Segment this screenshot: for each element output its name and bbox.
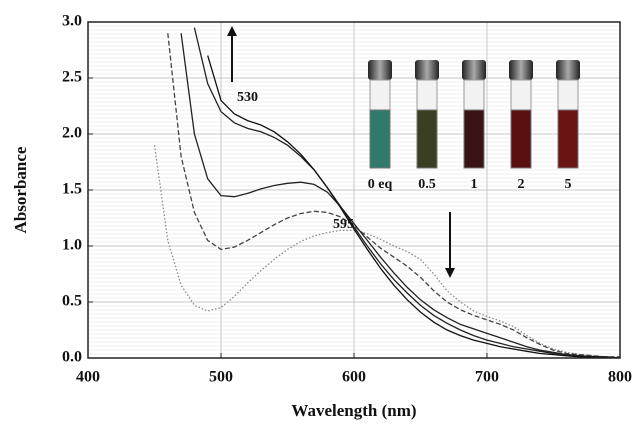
vial-liquid [463,109,485,169]
vial-neck [369,79,391,111]
vial-neck [416,79,438,111]
vial-neck [510,79,532,111]
vial-neck [557,79,579,111]
series-line [153,145,620,358]
y-tick-label: 0.5 [62,293,82,310]
x-tick-label: 500 [209,369,233,386]
y-tick-label: 1.0 [62,237,82,254]
vial-cap [509,60,533,80]
y-tick-label: 3.0 [62,13,82,30]
vial-neck [463,79,485,111]
vial-label: 1 [471,177,478,192]
y-tick-label: 1.5 [62,181,82,198]
vial-label: 0 eq [368,177,393,192]
series-line [180,33,620,358]
vial-cap [462,60,486,80]
x-tick-label: 700 [475,369,499,386]
series-line [167,33,620,358]
series-line [193,27,620,358]
arrow-head [445,268,455,278]
y-axis-label: Absorbance [11,146,30,233]
y-tick-label: 2.0 [62,125,82,142]
x-tick-label: 600 [342,369,366,386]
vial-label: 2 [518,177,525,192]
x-tick-label: 800 [608,369,632,386]
y-tick-label: 0.0 [62,349,82,366]
vial-liquid [369,109,391,169]
vial-label: 0.5 [418,177,436,192]
arrow-head [227,26,237,36]
x-axis-label: Wavelength (nm) [291,401,416,420]
vial-liquid [510,109,532,169]
vials: 0 eq 0.5 1 2 5 [368,60,580,192]
annotation: 530 [237,90,258,105]
x-tick-label: 400 [76,369,100,386]
annotation: 595 [333,217,354,232]
y-tick-label: 2.5 [62,69,82,86]
vial-label: 5 [565,177,572,192]
vial-cap [415,60,439,80]
series-line [207,55,620,358]
vial-cap [556,60,580,80]
vial-liquid [416,109,438,169]
series-lines [153,27,620,358]
vial-cap [368,60,392,80]
vial-liquid [557,109,579,169]
